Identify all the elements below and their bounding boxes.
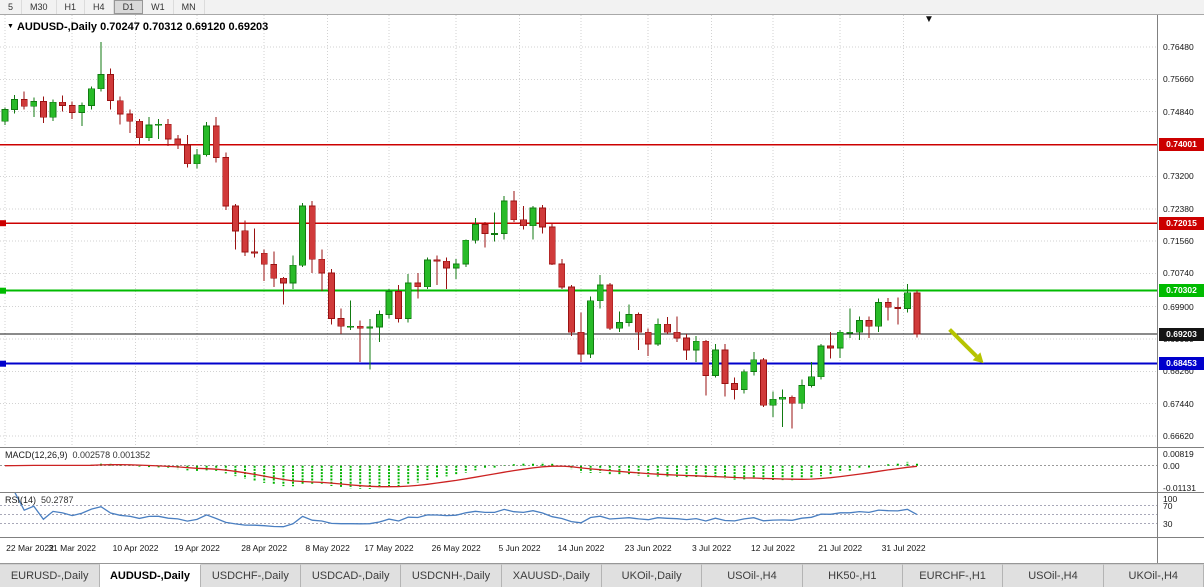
price-level-box-support: 0.68453 bbox=[1159, 357, 1204, 370]
price-axis-tick: 0.70740 bbox=[1163, 268, 1194, 278]
date-axis-label: 14 Jun 2022 bbox=[551, 543, 611, 553]
rsi-label: RSI(14) bbox=[5, 495, 36, 505]
chart-tab-audusd-daily[interactable]: AUDUSD-,Daily bbox=[100, 564, 200, 587]
timeframe-button-h1[interactable]: H1 bbox=[57, 0, 86, 14]
date-axis-label: 21 Jul 2022 bbox=[810, 543, 870, 553]
timeframe-button-mn[interactable]: MN bbox=[174, 0, 205, 14]
chart-tab-eurchf-h1[interactable]: EURCHF-,H1 bbox=[903, 564, 1003, 587]
chart-tab-ukoil-h4[interactable]: UKOil-,H4 bbox=[1104, 564, 1204, 587]
price-axis-tick: 0.75660 bbox=[1163, 74, 1194, 84]
chart-tab-xauusd-daily[interactable]: XAUUSD-,Daily bbox=[502, 564, 602, 587]
date-axis-label: 3 Jul 2022 bbox=[682, 543, 742, 553]
price-axis-tick: 0.71560 bbox=[1163, 236, 1194, 246]
macd-axis-max: 0.00819 bbox=[1163, 449, 1194, 459]
price-level-box-current-price: 0.69203 bbox=[1159, 328, 1204, 341]
symbol-marker-icon: ▼ bbox=[7, 23, 14, 30]
macd-panel-canvas[interactable] bbox=[0, 447, 1157, 492]
price-level-box-resistance: 0.70302 bbox=[1159, 284, 1204, 297]
rsi-axis-30: 30 bbox=[1163, 519, 1172, 529]
macd-label: MACD(12,26,9) bbox=[5, 450, 68, 460]
symbol-label: AUDUSD-,Daily bbox=[17, 21, 97, 33]
chart-shift-icon[interactable]: ▼ bbox=[924, 14, 934, 25]
timeframe-button-5[interactable]: 5 bbox=[0, 0, 22, 14]
price-axis-tick: 0.72380 bbox=[1163, 204, 1194, 214]
date-axis-label: 10 Apr 2022 bbox=[106, 543, 166, 553]
timeframe-toolbar: 5M30H1H4D1W1MN bbox=[0, 0, 1204, 15]
ohlc-values: 0.70247 0.70312 0.69120 0.69203 bbox=[100, 21, 268, 33]
chart-tab-eurusd-daily[interactable]: EURUSD-,Daily bbox=[0, 564, 100, 587]
macd-indicator-header: MACD(12,26,9) 0.002578 0.001352 bbox=[5, 450, 150, 460]
timeframe-button-h4[interactable]: H4 bbox=[85, 0, 114, 14]
price-level-box-resistance: 0.72015 bbox=[1159, 217, 1204, 230]
chart-tab-ukoil-daily[interactable]: UKOil-,Daily bbox=[602, 564, 702, 587]
date-axis-label: 17 May 2022 bbox=[359, 543, 419, 553]
rsi-indicator-header: RSI(14) 50.2787 bbox=[5, 495, 74, 505]
price-level-box-resistance: 0.74001 bbox=[1159, 138, 1204, 151]
panel-separator[interactable] bbox=[0, 447, 1204, 448]
timeframe-button-m30[interactable]: M30 bbox=[22, 0, 57, 14]
rsi-axis-70: 70 bbox=[1163, 501, 1172, 511]
date-axis-label: 19 Apr 2022 bbox=[167, 543, 227, 553]
chart-tab-usoil-h4[interactable]: USOil-,H4 bbox=[702, 564, 802, 587]
timeframe-button-w1[interactable]: W1 bbox=[143, 0, 174, 14]
chart-symbol-header: ▼AUDUSD-,Daily 0.70247 0.70312 0.69120 0… bbox=[7, 21, 268, 33]
panel-separator[interactable] bbox=[0, 492, 1204, 493]
chart-tab-usdchf-daily[interactable]: USDCHF-,Daily bbox=[201, 564, 301, 587]
chart-tab-usoil-h4[interactable]: USOil-,H4 bbox=[1003, 564, 1103, 587]
price-chart-canvas[interactable] bbox=[0, 15, 1157, 447]
price-axis-tick: 0.76480 bbox=[1163, 42, 1194, 52]
price-axis: 0.76480 0.75660 0.74840 0.73200 0.72380 0.715… bbox=[1157, 15, 1204, 563]
date-axis-label: 8 May 2022 bbox=[298, 543, 358, 553]
price-axis-tick: 0.69900 bbox=[1163, 302, 1194, 312]
date-axis-label: 12 Jul 2022 bbox=[743, 543, 803, 553]
date-axis-label: 31 Jul 2022 bbox=[874, 543, 934, 553]
mt4-window: 5M30H1H4D1W1MN ▼AUDUSD-,Daily 0.70247 0.… bbox=[0, 0, 1204, 587]
price-axis-tick: 0.74840 bbox=[1163, 107, 1194, 117]
date-axis-label: 5 Jun 2022 bbox=[490, 543, 550, 553]
rsi-panel-canvas[interactable] bbox=[0, 492, 1157, 537]
date-axis-label: 23 Jun 2022 bbox=[618, 543, 678, 553]
date-axis: 22 Mar 202231 Mar 202210 Apr 202219 Apr … bbox=[0, 537, 1157, 563]
chart-tab-hk50-h1[interactable]: HK50-,H1 bbox=[803, 564, 903, 587]
price-axis-tick: 0.66620 bbox=[1163, 431, 1194, 441]
timeframe-button-d1[interactable]: D1 bbox=[114, 0, 144, 14]
chart-tab-usdcad-daily[interactable]: USDCAD-,Daily bbox=[301, 564, 401, 587]
rsi-value: 50.2787 bbox=[41, 495, 74, 505]
date-axis-label: 28 Apr 2022 bbox=[234, 543, 294, 553]
chart-tabs-bar: EURUSD-,DailyAUDUSD-,DailyUSDCHF-,DailyU… bbox=[0, 563, 1204, 587]
macd-axis-zero: 0.00 bbox=[1163, 461, 1180, 471]
date-axis-label: 31 Mar 2022 bbox=[42, 543, 102, 553]
chart-tab-usdcnh-daily[interactable]: USDCNH-,Daily bbox=[401, 564, 501, 587]
date-axis-label: 26 May 2022 bbox=[426, 543, 486, 553]
macd-values: 0.002578 0.001352 bbox=[73, 450, 151, 460]
price-axis-tick: 0.73200 bbox=[1163, 171, 1194, 181]
time-axis-line bbox=[0, 537, 1204, 538]
price-axis-tick: 0.67440 bbox=[1163, 399, 1194, 409]
